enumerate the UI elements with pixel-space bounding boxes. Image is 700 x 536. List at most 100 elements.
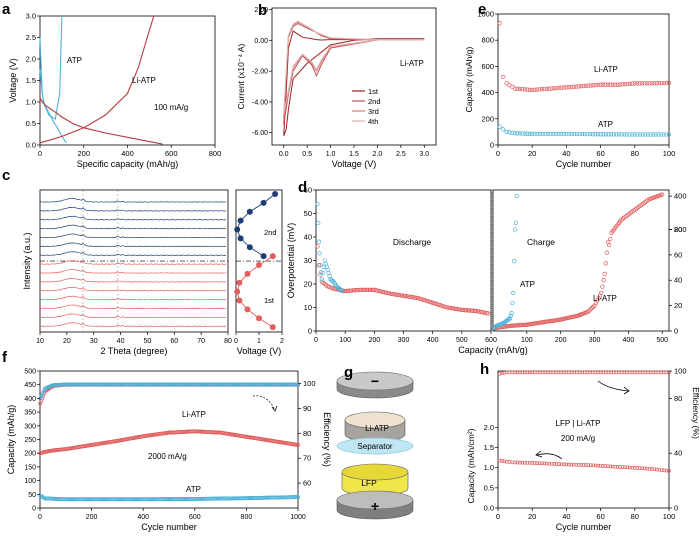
marker-li-atp (534, 87, 540, 92)
marker-li-atp (537, 87, 542, 92)
marker-capacity (620, 465, 625, 469)
panel-b-frame (271, 7, 437, 146)
marker-efficiency (523, 370, 527, 375)
marker-capacity (662, 468, 666, 473)
marker-efficiency (530, 370, 535, 375)
marker-li-atp (652, 81, 657, 86)
marker-atp (614, 132, 619, 137)
curve-atp (39, 37, 67, 144)
marker-li-atp (639, 81, 645, 86)
marker-discharge-liatp (465, 308, 470, 313)
annotation-liatp: Li-ATP (132, 76, 156, 85)
x-tick-label: 80 (631, 149, 639, 158)
y2-tick-label: 80 (674, 394, 682, 403)
y-tick-label: 40 (304, 233, 312, 242)
xrd-pattern-2nd (39, 242, 227, 247)
marker-efficiency (632, 370, 637, 375)
panel-letter: h (480, 361, 489, 378)
marker-capacity (532, 461, 537, 465)
marker-capacity (647, 466, 652, 471)
marker-atp (510, 130, 515, 135)
marker-efficiency (548, 370, 553, 375)
marker-efficiency (588, 370, 592, 375)
marker-efficiency (580, 370, 585, 375)
marker-efficiency (646, 370, 650, 375)
panel-letter: c (2, 167, 10, 184)
capacity-arrow (536, 453, 563, 460)
marker-discharge-liatp (485, 311, 491, 316)
marker-li-atp (613, 82, 618, 87)
annotation-liatp: Li-ATP (182, 410, 206, 419)
marker-atp (572, 131, 577, 137)
marker-capacity (574, 462, 579, 467)
efficiency-arrow (252, 395, 276, 411)
x-tick-label: 60 (170, 338, 178, 345)
marker-discharge-liatp (360, 287, 365, 293)
marker-li-atp (617, 82, 623, 87)
marker-atp (532, 131, 537, 137)
y-tick-label: 1.5 (26, 76, 36, 85)
marker-li-atp (296, 443, 300, 447)
marker-atp (553, 131, 559, 137)
marker-atp (556, 131, 561, 137)
marker-discharge-atp (316, 239, 322, 244)
marker-atp (525, 131, 530, 136)
legend-label: 3rd (368, 107, 379, 116)
marker-li-atp (620, 82, 625, 87)
marker-li-atp (500, 74, 506, 80)
x-tick-label: 60 (596, 149, 604, 158)
marker-discharge-atp (339, 288, 344, 293)
marker-capacity (615, 465, 620, 469)
marker-capacity (571, 462, 576, 467)
marker-charge-atp (509, 311, 514, 316)
marker-capacity (664, 468, 669, 473)
voltage-1st-point (256, 315, 262, 322)
x-tick-label: 40 (562, 512, 570, 521)
marker-li-atp (522, 87, 528, 92)
marker-discharge-liatp (364, 287, 370, 293)
curve-li-atp (39, 15, 155, 144)
marker-capacity (632, 465, 637, 470)
y-tick-label: -4.00 (252, 99, 268, 106)
y-tick-label: -2.00 (252, 69, 268, 76)
x-tick-label: 40 (117, 338, 125, 345)
marker-atp (627, 132, 632, 137)
marker-efficiency (622, 370, 627, 375)
y-tick-label: 200 (481, 114, 494, 123)
marker-atp (507, 130, 512, 135)
marker-atp (587, 131, 593, 137)
x-tick-label: 0 (314, 337, 318, 344)
y-tick-label: 0.0 (484, 504, 494, 513)
marker-efficiency (659, 370, 663, 375)
x-tick-label: 300 (398, 337, 410, 344)
marker-atp (561, 131, 566, 137)
marker-atp (590, 132, 595, 137)
marker-capacity (588, 463, 593, 468)
marker-efficiency (611, 370, 616, 375)
y-tick-label: 0 (490, 141, 494, 150)
y-tick-label: 0.00 (254, 38, 268, 45)
y-tick-label: 450 (24, 382, 36, 389)
marker-li-atp (569, 84, 574, 90)
marker-discharge-liatp (344, 288, 349, 294)
x-axis-label: Voltage (V) (332, 159, 377, 169)
xrd-pattern-1st (39, 322, 227, 327)
marker-li-atp-efficiency (38, 401, 43, 406)
marker-atp (637, 132, 643, 137)
annotation-atp: ATP (186, 485, 201, 494)
marker-efficiency (556, 370, 561, 375)
marker-capacity (540, 461, 544, 466)
marker-charge-atp (512, 259, 517, 264)
marker-efficiency (625, 370, 629, 375)
marker-atp (504, 129, 509, 135)
marker-charge-atp (512, 227, 518, 232)
marker-atp (520, 131, 525, 136)
marker-discharge-liatp (394, 292, 399, 297)
marker-efficiency (596, 370, 600, 375)
xrd-pattern-1st (39, 295, 227, 301)
plus-symbol: + (371, 498, 379, 514)
y-tick-label: 400 (481, 88, 494, 97)
marker-atp (569, 131, 574, 137)
panel-letter: d (298, 179, 307, 196)
marker-capacity (628, 465, 632, 470)
